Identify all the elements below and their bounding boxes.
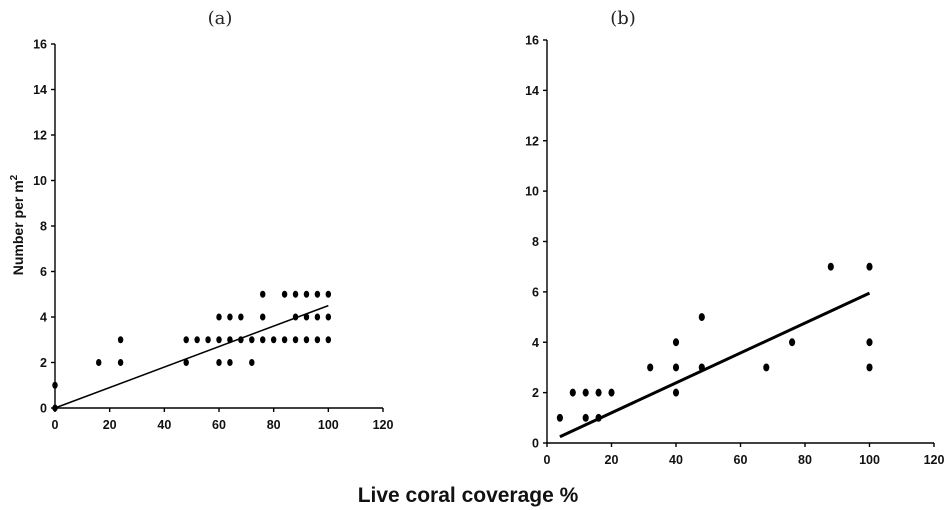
y-tick-label-a: 14	[33, 83, 47, 97]
data-point-a	[227, 358, 233, 367]
data-point-b	[647, 363, 654, 372]
data-point-a	[238, 336, 244, 344]
x-tick-label-b: 60	[734, 453, 748, 467]
data-point-a	[325, 290, 332, 298]
data-point-a	[249, 358, 255, 367]
x-tick-label-b: 120	[924, 453, 945, 467]
data-point-a	[216, 336, 222, 344]
y-tick-label-b: 14	[525, 84, 539, 98]
data-point-b	[569, 388, 576, 397]
data-point-a	[238, 313, 244, 321]
x-tick-label-a: 60	[212, 418, 226, 432]
y-tick-label-b: 10	[525, 185, 539, 199]
data-point-b	[698, 313, 705, 322]
data-point-a	[325, 336, 332, 344]
data-point-b	[582, 388, 589, 397]
y-tick-label-a: 16	[33, 38, 47, 52]
x-tick-label-b: 20	[605, 453, 619, 467]
data-point-a	[303, 336, 310, 344]
y-tick-label-b: 8	[532, 235, 539, 249]
data-point-a	[117, 336, 124, 344]
x-tick-label-a: 120	[373, 418, 394, 432]
data-point-a	[183, 358, 189, 367]
y-axis-label-a: Number per m2	[9, 174, 26, 275]
data-point-a	[314, 336, 321, 344]
x-tick-label-a: 80	[267, 418, 281, 432]
data-point-b	[866, 262, 873, 271]
data-point-a	[96, 358, 102, 367]
data-point-a	[314, 313, 321, 321]
data-point-a	[216, 358, 222, 367]
data-point-b	[672, 388, 680, 397]
data-point-a	[260, 313, 266, 321]
data-point-a	[183, 336, 189, 344]
data-point-b	[698, 363, 705, 372]
x-tick-label-b: 40	[669, 453, 683, 467]
y-tick-label-a: 2	[40, 356, 47, 370]
data-point-a	[260, 290, 266, 298]
data-point-a	[270, 336, 277, 344]
data-point-a	[325, 313, 332, 321]
data-point-b	[556, 413, 563, 422]
data-point-b	[672, 363, 680, 372]
data-point-b	[866, 363, 873, 372]
x-tick-label-a: 20	[103, 418, 117, 432]
data-point-b	[789, 338, 796, 347]
x-tick-label-b: 0	[544, 453, 551, 467]
y-tick-label-a: 8	[40, 220, 47, 234]
data-point-a	[303, 313, 310, 321]
chart-title-b: (b)	[610, 8, 636, 29]
data-point-b	[608, 388, 615, 397]
y-tick-label-a: 4	[40, 311, 47, 325]
data-point-a	[117, 358, 124, 367]
data-point-a	[260, 336, 266, 344]
data-point-a	[281, 290, 288, 298]
data-point-b	[672, 338, 680, 347]
y-tick-label-a: 10	[33, 174, 47, 188]
y-tick-label-a: 12	[33, 129, 47, 143]
data-point-b	[595, 413, 602, 422]
data-point-a	[292, 336, 299, 344]
chart-title-a: (a)	[208, 8, 233, 29]
y-tick-label-b: 4	[532, 336, 539, 350]
x-tick-label-b: 100	[859, 453, 880, 467]
data-point-b	[595, 388, 602, 397]
y-tick-label-a: 6	[40, 265, 47, 279]
data-point-a	[249, 336, 255, 344]
y-tick-label-b: 12	[525, 134, 539, 148]
data-point-a	[194, 336, 200, 344]
data-point-a	[52, 381, 58, 389]
y-tick-label-b: 0	[532, 437, 539, 451]
x-tick-label-a: 40	[157, 418, 171, 432]
x-tick-label-a: 0	[52, 418, 59, 432]
data-point-b	[866, 338, 873, 347]
data-point-a	[314, 290, 321, 298]
panel-b: (b) 0 2 4 6 8 10 12 14 16 0 20 40 60 80 100 120	[525, 8, 944, 467]
trendline-b	[559, 291, 871, 439]
data-point-b	[582, 413, 589, 422]
data-point-a	[292, 290, 299, 298]
y-tick-label-b: 16	[525, 34, 539, 48]
data-point-a	[227, 313, 233, 321]
y-tick-label-a: 0	[40, 402, 47, 416]
data-point-a	[52, 404, 58, 412]
panel-a: (a) 0 2 4 6 8 10 12 14 16 0 20 40 60 80 100 120	[33, 8, 393, 432]
data-point-a	[292, 313, 299, 321]
data-point-b	[827, 262, 834, 271]
x-axis-label: Live coral coverage %	[358, 484, 579, 507]
trendline-a	[54, 304, 329, 409]
data-point-a	[227, 336, 233, 344]
data-point-a	[216, 313, 222, 321]
data-point-a	[303, 290, 310, 298]
y-tick-label-b: 2	[532, 386, 539, 400]
x-tick-label-b: 80	[798, 453, 812, 467]
y-tick-label-b: 6	[532, 285, 539, 299]
data-point-a	[205, 336, 211, 344]
data-point-a	[281, 336, 288, 344]
x-tick-label-a: 100	[318, 418, 339, 432]
data-point-b	[763, 363, 770, 372]
